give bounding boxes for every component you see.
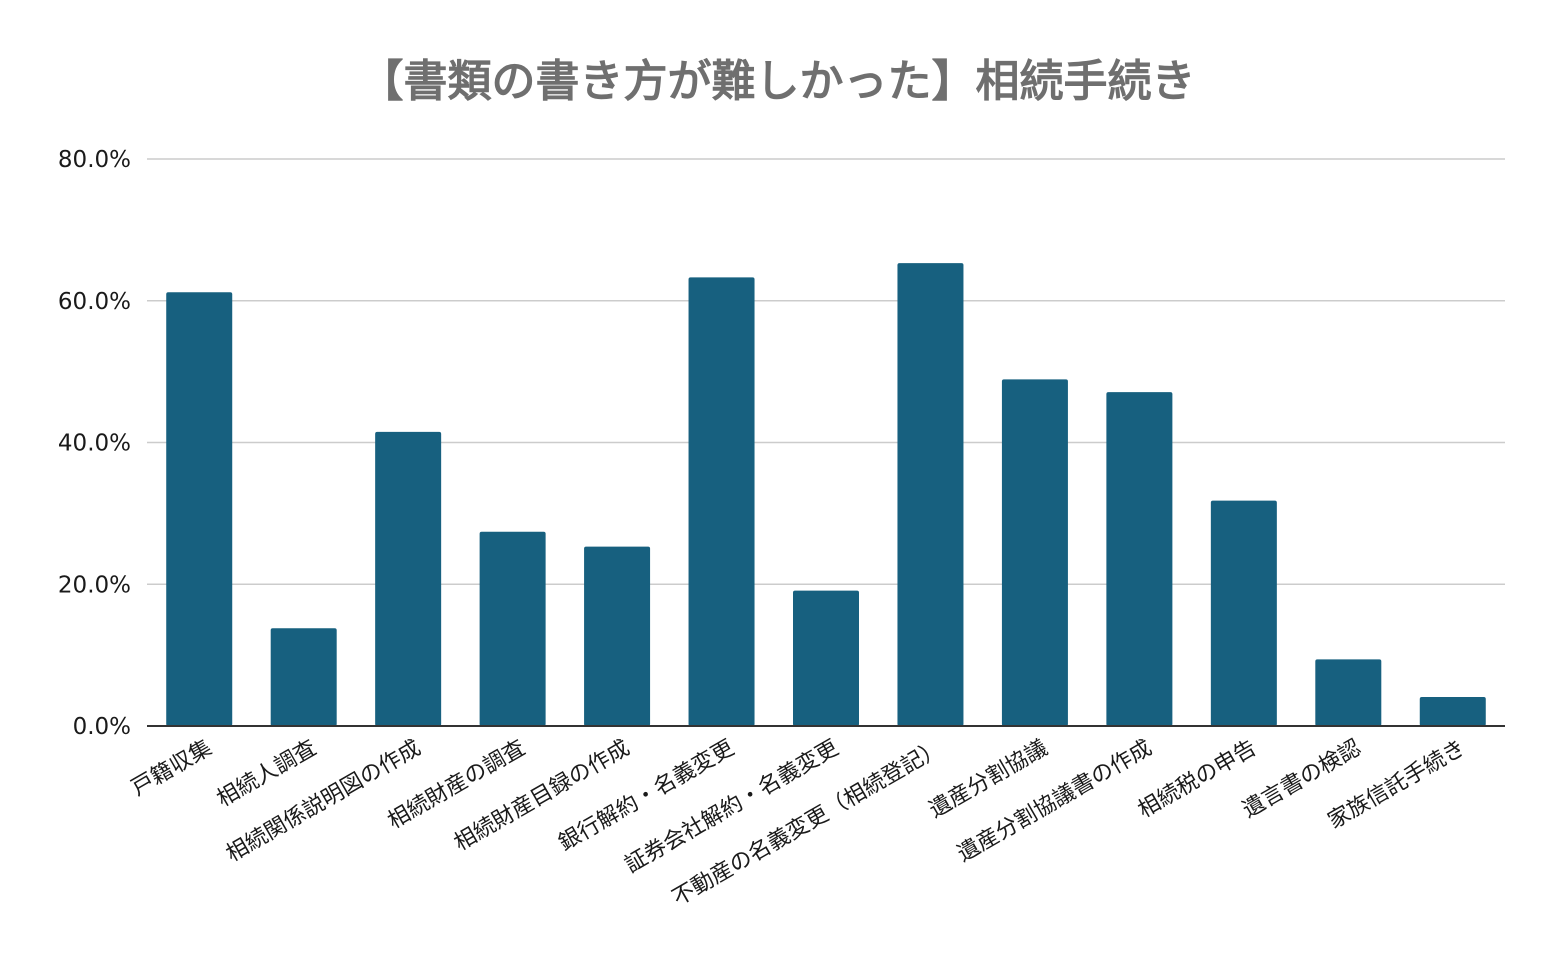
bar (793, 590, 859, 726)
y-tick-label: 80.0% (58, 147, 131, 173)
bar (166, 292, 233, 726)
bar (375, 431, 442, 726)
bars (166, 263, 1486, 726)
x-tick-label: 相続税の申告 (1134, 736, 1261, 824)
y-tick-labels: 0.0% 20.0% 40.0% 60.0% 80.0% (58, 147, 131, 740)
x-tick-label: 遺産分割協議書の作成 (953, 736, 1156, 868)
chart-title: 【書類の書き方が難しかった】相続手続き (359, 56, 1196, 107)
bar (584, 546, 651, 726)
x-tick-label: 銀行解約・名義変更 (555, 736, 739, 857)
y-tick-label: 20.0% (58, 572, 131, 598)
bar (688, 277, 755, 726)
x-tick-label: 相続関係説明図の作成 (222, 736, 425, 868)
y-tick-label: 0.0% (73, 714, 131, 740)
y-tick-label: 40.0% (58, 431, 131, 457)
bar (897, 263, 964, 726)
bar (1106, 392, 1173, 726)
x-tick-label: 戸籍収集 (128, 736, 217, 802)
grid-lines (147, 158, 1505, 585)
bar (479, 531, 546, 726)
bar (270, 628, 337, 726)
x-tick-label: 相続財産目録の作成 (450, 736, 634, 857)
x-tick-labels: 戸籍収集相続人調査相続関係説明図の作成相続財産の調査相続財産目録の作成銀行解約・… (128, 736, 1470, 912)
bar (1315, 659, 1382, 726)
bar (1001, 379, 1068, 726)
y-tick-label: 60.0% (58, 289, 131, 315)
bar (1419, 696, 1486, 726)
bar (1210, 500, 1277, 726)
